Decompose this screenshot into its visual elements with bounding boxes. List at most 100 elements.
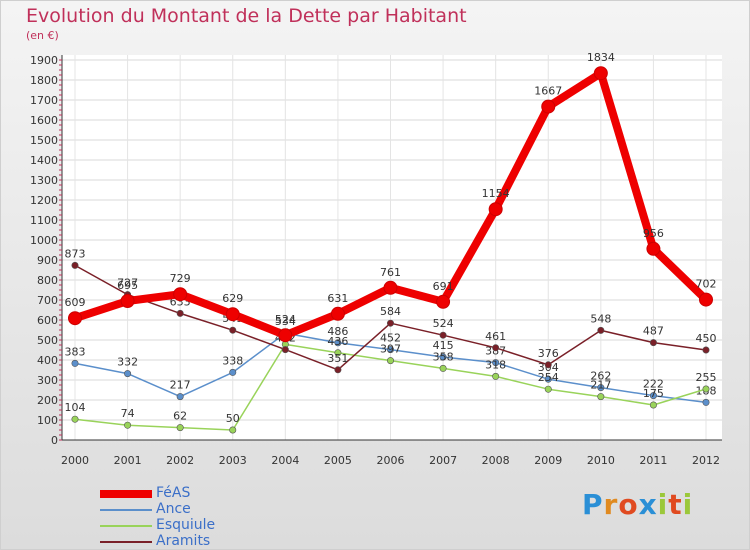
data-label: 609 (65, 296, 86, 309)
data-point (278, 328, 293, 343)
data-point (334, 366, 342, 374)
data-label: 524 (275, 313, 296, 326)
data-label: 761 (380, 266, 401, 279)
data-point (334, 339, 342, 347)
logo-letter: i (682, 488, 694, 521)
x-tick-label: 2007 (429, 454, 457, 467)
data-label: 397 (380, 343, 401, 356)
data-label: 1834 (587, 51, 615, 64)
data-label: 255 (696, 371, 717, 384)
x-tick-label: 2009 (534, 454, 562, 467)
data-label: 376 (538, 347, 559, 360)
logo-letter: i (657, 488, 669, 521)
data-label: 436 (327, 335, 348, 348)
data-label: 631 (327, 292, 348, 305)
y-tick-label: 1800 (30, 74, 58, 87)
data-label: 254 (538, 371, 559, 384)
data-point (124, 370, 132, 378)
data-label: 104 (65, 401, 86, 414)
data-point (649, 401, 657, 409)
y-tick-label: 1900 (30, 54, 58, 67)
legend-swatch (100, 509, 152, 511)
x-tick-label: 2006 (377, 454, 405, 467)
data-point (176, 424, 184, 432)
data-label: 383 (65, 345, 86, 358)
data-point (68, 311, 82, 326)
data-label: 222 (643, 378, 664, 391)
proxiti-logo: Proxiti (582, 488, 693, 521)
data-point (124, 421, 132, 429)
y-tick-label: 1500 (30, 134, 58, 147)
data-point (492, 372, 500, 380)
y-tick-label: 1700 (30, 94, 58, 107)
y-tick-label: 1600 (30, 114, 58, 127)
data-label: 584 (380, 305, 401, 318)
data-label: 415 (433, 339, 454, 352)
data-point (702, 398, 710, 406)
data-label: 534 (275, 315, 296, 328)
data-point (120, 294, 135, 308)
data-point (71, 359, 79, 367)
x-tick-label: 2012 (692, 454, 720, 467)
x-tick-label: 2002 (166, 454, 194, 467)
y-tick-label: 1000 (30, 234, 58, 247)
data-point (330, 306, 345, 321)
data-label: 332 (117, 356, 138, 369)
data-label: 450 (696, 332, 717, 345)
x-tick-label: 2008 (482, 454, 510, 467)
series-ance: 383332217338534486452415387304262222188 (65, 315, 717, 406)
data-label: 629 (222, 292, 243, 305)
data-point (71, 415, 79, 423)
data-label: 486 (327, 325, 348, 338)
data-label: 548 (590, 312, 611, 325)
data-label: 217 (170, 379, 191, 392)
y-tick-label: 1400 (30, 154, 58, 167)
data-point (597, 384, 605, 392)
legend-label: Ance (156, 501, 191, 517)
data-point (544, 361, 552, 369)
data-point (544, 385, 552, 393)
y-tick-label: 200 (37, 394, 58, 407)
y-tick-label: 500 (37, 334, 58, 347)
data-point (699, 292, 713, 307)
plot-area (62, 55, 722, 440)
y-tick-label: 1300 (30, 174, 58, 187)
data-point (593, 66, 608, 81)
chart-title: Evolution du Montant de la Dette par Hab… (26, 5, 467, 27)
data-label: 487 (643, 325, 664, 338)
data-point (439, 331, 447, 339)
data-label: 358 (433, 350, 454, 363)
data-point (439, 364, 447, 372)
data-point (71, 261, 79, 269)
x-tick-label: 2005 (324, 454, 352, 467)
y-tick-label: 100 (37, 414, 58, 427)
chart-subtitle: (en €) (26, 29, 59, 42)
data-point (386, 319, 394, 327)
data-point (492, 344, 500, 352)
data-label: 62 (173, 410, 187, 423)
data-point (173, 287, 188, 302)
y-tick-label: 0 (51, 434, 58, 447)
x-tick-label: 2003 (219, 454, 247, 467)
data-point (649, 392, 657, 400)
data-point (229, 326, 237, 334)
series-f-as: 609 695 729 629 524 631 761 691 1154 1667 1834 956 7… (65, 51, 717, 343)
y-tick-label: 600 (37, 314, 58, 327)
data-point (436, 294, 451, 309)
data-point (541, 99, 556, 114)
series-aramits: 873727633549452351584524461376548487450 (65, 247, 717, 374)
data-label: 1667 (534, 85, 562, 98)
logo-letter: x (638, 488, 658, 521)
legend-swatch (100, 490, 152, 498)
legend-label: Aramits (156, 533, 211, 549)
data-label: 74 (121, 407, 135, 420)
y-tick-label: 700 (37, 294, 58, 307)
data-label: 727 (117, 277, 138, 290)
logo-letter: o (618, 488, 639, 521)
data-point (176, 309, 184, 317)
x-tick-label: 2010 (587, 454, 615, 467)
data-point (544, 375, 552, 383)
x-tick-label: 2011 (639, 454, 667, 467)
data-label: 217 (590, 379, 611, 392)
data-label: 873 (65, 247, 86, 260)
